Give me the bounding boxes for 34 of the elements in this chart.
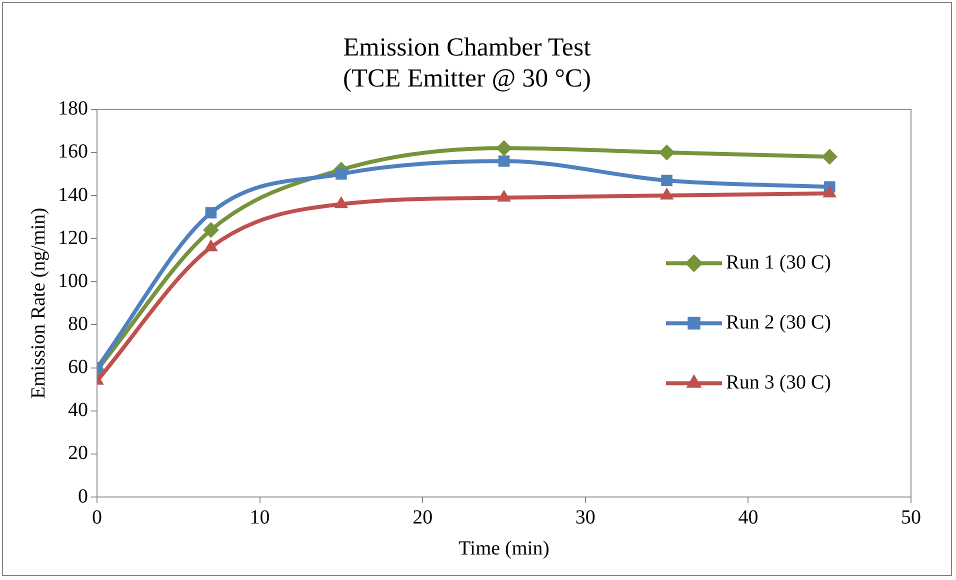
y-tick-label: 40 — [68, 399, 88, 422]
legend-label: Run 3 (30 C) — [726, 371, 831, 394]
y-tick-label: 180 — [58, 98, 88, 120]
chart-title: Emission Chamber Test (TCE Emitter @ 30 °C) — [342, 32, 592, 93]
y-tick-label: 20 — [68, 442, 88, 464]
legend-label: Run 2 (30 C) — [726, 311, 831, 334]
y-tick-label: 120 — [58, 226, 88, 249]
point — [204, 239, 218, 252]
x-tick-label: 20 — [412, 506, 433, 528]
legend-label: Run 1 (30 C) — [726, 251, 831, 274]
point — [658, 144, 675, 160]
y-axis-title: Emission Rate (ng/min) — [27, 208, 50, 399]
y-tick-label: 0 — [78, 485, 88, 508]
x-tick-label: 30 — [575, 506, 596, 528]
x-axis-title: Time (min) — [458, 537, 550, 560]
point — [336, 168, 347, 180]
point — [660, 188, 674, 200]
y-tick-label: 160 — [58, 140, 88, 163]
point — [822, 148, 838, 165]
point — [661, 174, 672, 186]
x-tick-label: 10 — [250, 506, 270, 528]
y-tick-label: 140 — [58, 184, 88, 206]
point — [202, 222, 219, 238]
y-tick-label: 80 — [68, 312, 88, 335]
point — [497, 190, 511, 202]
x-tick-label: 40 — [738, 506, 758, 528]
y-tick-label: 60 — [68, 356, 88, 378]
point — [334, 196, 348, 208]
x-tick-label: 0 — [92, 506, 102, 528]
point — [498, 155, 510, 167]
point — [496, 140, 512, 156]
point — [205, 207, 217, 218]
x-tick-label: 50 — [901, 506, 921, 528]
y-tick-label: 100 — [58, 270, 88, 292]
